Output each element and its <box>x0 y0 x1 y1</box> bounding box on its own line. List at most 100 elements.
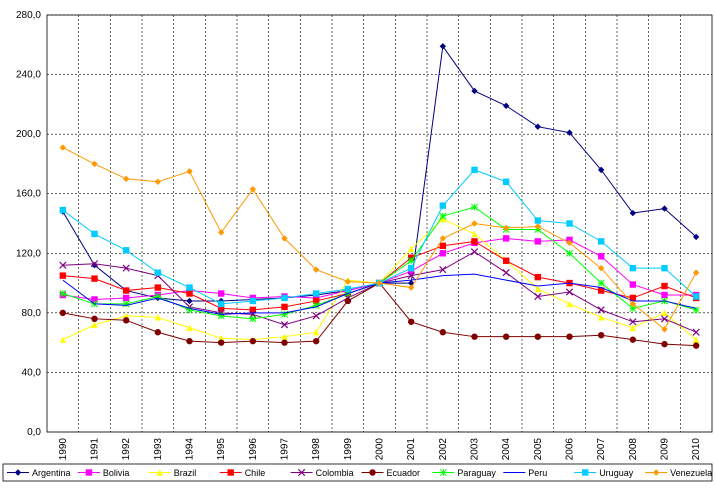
marker <box>534 292 542 301</box>
marker <box>217 339 225 346</box>
marker <box>471 220 478 227</box>
legend-label: Bolivia <box>103 468 130 478</box>
series <box>59 144 700 333</box>
x-tick-label: 2010 <box>691 438 702 461</box>
marker <box>122 264 130 272</box>
marker <box>217 305 225 312</box>
legend-label: Peru <box>528 468 547 478</box>
marker <box>91 275 98 282</box>
marker <box>661 326 668 333</box>
legend-marker <box>227 469 234 476</box>
marker <box>597 306 605 314</box>
marker <box>154 269 162 276</box>
marker <box>407 318 415 325</box>
legend-marker <box>369 469 376 476</box>
marker <box>59 272 67 279</box>
x-tick-label: 2000 <box>375 438 386 461</box>
x-tick-label: 1991 <box>90 438 101 461</box>
marker <box>471 166 478 174</box>
legend-marker <box>439 468 447 477</box>
marker <box>629 318 637 326</box>
marker <box>281 339 288 346</box>
marker <box>281 333 288 340</box>
marker <box>502 224 510 232</box>
marker <box>502 235 510 242</box>
marker <box>566 333 573 340</box>
series <box>59 215 700 343</box>
legend-label: Argentina <box>32 468 71 478</box>
x-tick-label: 1990 <box>58 438 69 461</box>
plot-area <box>46 14 713 433</box>
line <box>62 206 697 320</box>
marker <box>122 300 130 308</box>
marker <box>91 230 98 238</box>
marker <box>91 160 98 168</box>
y-tick-label: 40,0 <box>22 367 42 378</box>
marker <box>312 312 320 320</box>
marker <box>629 304 637 312</box>
marker <box>407 257 415 265</box>
x-tick-label: 1995 <box>216 438 227 461</box>
marker <box>280 321 289 329</box>
line <box>62 44 697 302</box>
marker <box>344 297 352 305</box>
marker <box>312 297 320 305</box>
marker <box>59 336 67 343</box>
y-tick-label: 160,0 <box>16 189 41 200</box>
marker <box>90 260 99 268</box>
marker <box>502 257 510 264</box>
marker <box>249 306 257 314</box>
marker <box>692 328 700 336</box>
marker <box>692 233 700 241</box>
marker <box>154 329 162 336</box>
legend-label: Venezuela <box>670 468 712 478</box>
marker <box>534 123 542 130</box>
legend-label: Brazil <box>174 468 197 478</box>
marker <box>470 248 479 256</box>
marker <box>534 223 542 230</box>
marker <box>661 205 668 212</box>
marker <box>692 336 700 343</box>
legend-label: Paraguay <box>457 468 496 478</box>
marker <box>660 315 669 323</box>
y-tick-label: 120,0 <box>16 248 41 259</box>
marker <box>154 292 162 301</box>
marker <box>502 102 510 110</box>
marker <box>597 279 605 287</box>
marker <box>249 186 257 193</box>
legend: Argentina Bolivia Brazil Chile Colombia Ecuad… <box>2 463 713 482</box>
marker <box>280 310 289 318</box>
marker <box>534 273 542 281</box>
marker <box>312 337 320 345</box>
marker <box>312 329 320 336</box>
marker <box>502 178 510 185</box>
marker <box>217 290 225 297</box>
marker <box>407 284 415 291</box>
marker <box>59 206 67 214</box>
marker <box>502 333 510 340</box>
marker <box>597 264 605 272</box>
marker <box>439 266 447 274</box>
x-tick-label: 1998 <box>311 438 322 461</box>
marker <box>154 314 162 321</box>
marker <box>281 303 288 311</box>
marker <box>439 250 447 257</box>
legend-box <box>2 463 713 482</box>
marker <box>502 269 510 277</box>
line <box>62 218 697 341</box>
marker <box>471 230 478 238</box>
marker <box>59 144 67 151</box>
marker <box>629 264 637 272</box>
legend-marker <box>156 469 163 476</box>
marker <box>344 285 352 293</box>
marker <box>661 309 668 317</box>
marker <box>692 293 700 300</box>
y-tick-label: 200,0 <box>16 129 41 140</box>
marker <box>629 324 637 331</box>
marker <box>661 282 668 290</box>
marker <box>186 337 193 345</box>
marker <box>186 324 193 331</box>
x-tick-label: 2004 <box>501 438 512 461</box>
marker <box>471 87 478 95</box>
marker <box>439 43 447 50</box>
